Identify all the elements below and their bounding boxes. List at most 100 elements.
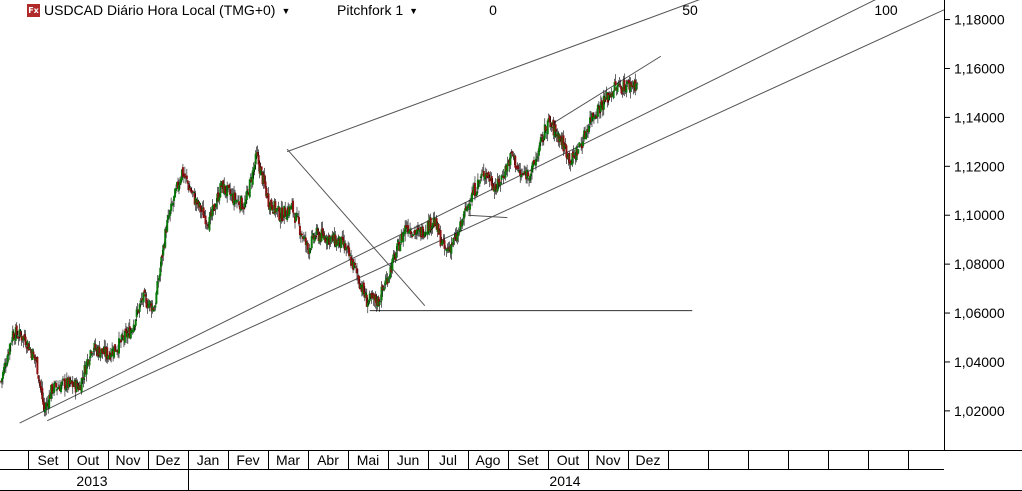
candle-body xyxy=(167,215,170,220)
candle-body xyxy=(33,354,36,359)
candle-body xyxy=(164,228,167,248)
candle-body xyxy=(123,330,126,343)
candle-body xyxy=(214,209,217,211)
candle-body xyxy=(340,236,343,248)
study-dropdown[interactable]: Pitchfork 1 ▼ xyxy=(337,2,418,20)
candle-body xyxy=(569,160,572,165)
candle-body xyxy=(186,180,189,184)
candle-body xyxy=(488,178,491,182)
candle-body xyxy=(20,335,23,341)
candle-body xyxy=(253,164,256,170)
candle-body xyxy=(309,249,312,251)
candle-body xyxy=(474,194,477,196)
candle-body xyxy=(344,243,347,251)
candle-body xyxy=(55,383,58,388)
candle-body xyxy=(2,366,5,375)
year-label: 2013 xyxy=(76,473,107,489)
candle-body xyxy=(377,297,380,306)
candle-body xyxy=(585,132,588,140)
candle-body xyxy=(59,384,62,393)
candle-body xyxy=(559,135,562,140)
candle-body xyxy=(170,203,173,211)
candle-body xyxy=(242,206,245,210)
candle-body xyxy=(0,381,2,383)
candle-body xyxy=(520,174,523,178)
candle-body xyxy=(501,175,504,177)
candle-body xyxy=(177,184,180,191)
candle-body xyxy=(101,348,104,354)
candle-body xyxy=(236,199,239,201)
month-label: Fev xyxy=(236,452,259,468)
candle-body xyxy=(354,262,356,266)
candle-body xyxy=(362,282,365,294)
candle-body xyxy=(529,175,532,181)
candle-body xyxy=(90,351,93,354)
candle-body xyxy=(28,347,31,349)
candle-body xyxy=(536,157,539,159)
candle-body xyxy=(315,227,318,235)
candle-body xyxy=(342,237,345,245)
candle-body xyxy=(457,231,460,237)
candle-body xyxy=(293,213,296,215)
time-axis[interactable]: Set Out Nov Dez Jan Fev Mar Abr Mai Jun Jul Ago Set O… xyxy=(28,450,909,491)
candle-body xyxy=(259,167,262,176)
candle-body xyxy=(92,350,95,352)
candle-body xyxy=(282,219,285,221)
candle-body xyxy=(80,378,83,393)
candle-body xyxy=(543,124,546,139)
candle-body xyxy=(396,243,399,251)
candle-body xyxy=(271,205,274,211)
candle-body xyxy=(152,307,155,311)
candle-body xyxy=(402,232,405,243)
candle-body xyxy=(60,381,63,385)
candle-body xyxy=(365,294,368,307)
candle-body xyxy=(10,340,13,342)
candle-body xyxy=(205,221,208,223)
candle-body xyxy=(462,221,465,223)
candle-body xyxy=(217,192,220,202)
candle-body xyxy=(162,245,165,256)
candle-body xyxy=(374,294,377,303)
price-tick-label: 1,06000 xyxy=(954,305,1005,321)
candle-body xyxy=(416,227,419,231)
candle-body xyxy=(178,182,181,185)
candle-body xyxy=(590,113,593,122)
fib-level-label: 100 xyxy=(874,2,898,18)
candle-body xyxy=(39,381,42,387)
candle-body xyxy=(345,247,348,250)
candle-body xyxy=(616,84,619,92)
candle-body xyxy=(421,226,424,238)
candle-body xyxy=(348,247,351,257)
candle-body xyxy=(540,134,543,136)
candle-body xyxy=(414,233,417,235)
candle-body xyxy=(144,294,147,297)
candle-body xyxy=(228,184,231,189)
drawing-objects[interactable] xyxy=(19,0,945,424)
candle-body xyxy=(94,344,97,350)
price-axis[interactable]: 1,02000 1,04000 1,06000 1,08000 1,10000 1,120… xyxy=(944,12,1005,419)
candle-body xyxy=(523,171,526,173)
candle-body xyxy=(407,225,410,233)
candle-body xyxy=(244,199,247,204)
candle-body xyxy=(54,381,57,383)
candle-body xyxy=(243,202,246,208)
candle-body xyxy=(620,87,623,94)
candle-body xyxy=(399,244,402,252)
candle-body xyxy=(172,203,175,205)
candlesticks xyxy=(0,73,639,417)
candle-body xyxy=(76,383,79,387)
candle-body xyxy=(119,339,122,343)
candle-body xyxy=(461,219,464,227)
candle-body xyxy=(476,179,479,190)
candle-body xyxy=(0,378,3,382)
candle-body xyxy=(264,181,267,189)
month-label: Abr xyxy=(317,452,339,468)
pitchfork-median-line xyxy=(19,0,876,424)
symbol-title-dropdown[interactable]: USDCAD Diário Hora Local (TMG+0) ▼ xyxy=(44,2,290,20)
candle-body xyxy=(337,240,340,246)
candle-body xyxy=(550,127,553,129)
candle-body xyxy=(636,83,639,85)
month-label: Set xyxy=(37,452,58,468)
candle-body xyxy=(36,356,39,375)
